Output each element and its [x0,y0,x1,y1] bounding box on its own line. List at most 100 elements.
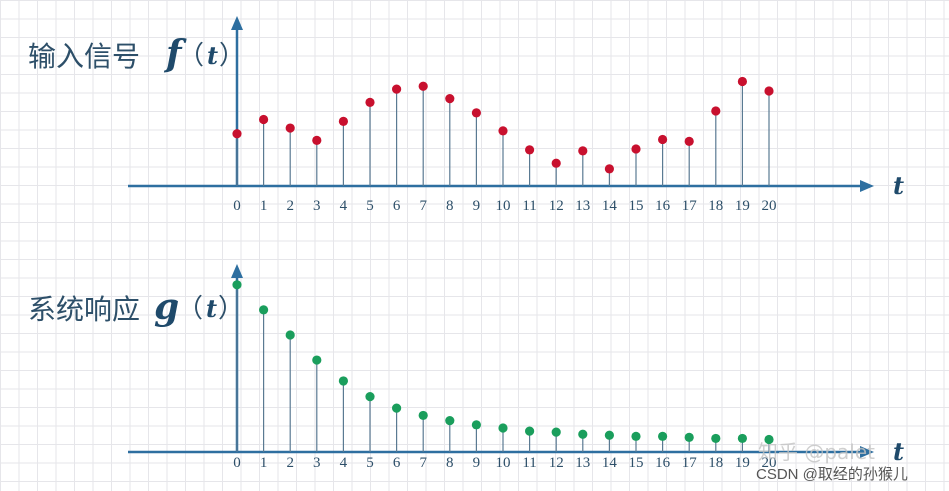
x-tick-label: 15 [629,198,644,214]
data-point [471,108,481,118]
x-axis-label: t [893,437,904,466]
data-point [392,403,402,413]
data-point [711,433,721,444]
data-point [551,158,561,168]
data-point [418,81,428,91]
data-point [418,410,428,421]
x-tick-label: 11 [522,455,536,471]
x-tick-label: 14 [602,198,618,214]
data-point [365,392,375,402]
x-tick-label: 4 [340,455,348,471]
data-point [604,430,615,440]
x-tick-label: 0 [233,198,241,214]
zhihu-watermark: 知乎 @palet [758,440,875,464]
x-tick-label: 4 [340,198,348,214]
title-close-paren: ） [218,294,244,324]
chart-title: 系统响应 [28,293,140,326]
data-point [471,420,481,430]
x-tick-label: 1 [260,198,268,214]
data-point [338,376,348,386]
x-tick-label: 20 [762,455,777,471]
data-point [684,432,694,442]
data-point [737,433,748,444]
x-tick-label: 12 [549,455,564,471]
data-point [232,129,242,139]
data-point [737,76,748,87]
x-tick-label: 11 [522,198,536,214]
x-tick-label: 13 [575,198,590,214]
x-tick-label: 8 [446,455,454,471]
x-tick-label: 16 [655,455,671,471]
x-tick-label: 18 [708,198,723,214]
data-point [259,114,269,125]
x-axis-arrow-icon [860,446,874,458]
title-variable: t [207,41,218,70]
data-point [498,126,508,136]
data-point [631,144,641,154]
x-tick-label: 2 [286,198,294,214]
data-point [338,116,348,126]
x-axis-label: t [893,171,904,200]
x-tick-label: 10 [496,198,511,214]
x-tick-label: 19 [735,455,750,471]
data-point [259,305,269,315]
title-variable: t [206,294,217,323]
x-tick-label: 7 [419,198,427,214]
input-signal-plot: 输入信号 f（ t ）t0 1 2 3 4 5 6 7 8 9 10 11 12 13 14 15 16 17 18 19 2… [28,16,904,214]
x-tick-label: 18 [708,455,723,471]
x-tick-label: 10 [496,455,511,471]
x-tick-label: 9 [473,198,481,214]
data-point [285,330,295,340]
x-tick-label: 3 [313,198,321,214]
data-point [764,434,774,445]
title-function-symbol: g [154,286,179,328]
x-tick-label: 17 [682,198,698,214]
data-point [551,427,561,437]
data-point [604,164,615,174]
x-tick-label: 2 [286,455,294,471]
data-point [658,134,668,145]
x-axis-arrow-icon [860,180,874,192]
data-point [365,97,375,107]
x-tick-label: 12 [549,198,564,214]
data-point [312,135,322,145]
x-tick-label: 13 [575,455,590,471]
x-tick-label: 5 [366,455,374,471]
x-tick-label: 15 [629,455,644,471]
data-point [658,431,668,441]
data-point [525,145,535,155]
data-point [445,416,455,426]
data-point [312,355,322,365]
data-point [232,280,242,290]
data-point [684,136,694,146]
data-point [578,146,588,156]
x-tick-label: 17 [682,455,698,471]
x-tick-label: 3 [313,455,321,471]
data-point [525,426,535,436]
x-tick-label: 1 [260,455,268,471]
csdn-watermark: CSDN @取经的孙猴儿 [756,466,908,483]
x-tick-label: 9 [473,455,481,471]
x-tick-label: 6 [393,455,401,471]
x-tick-label: 19 [735,198,750,214]
title-open-paren: （ [178,41,204,71]
data-point [631,431,641,441]
data-point [285,123,295,133]
data-point [445,94,455,104]
x-tick-label: 6 [393,198,401,214]
title-close-paren: ） [219,41,245,71]
data-point [764,86,774,96]
data-point [711,106,721,116]
x-tick-label: 16 [655,198,671,214]
y-axis-arrow-icon [231,16,243,30]
x-tick-label: 5 [366,198,374,214]
chart-title: 输入信号 [28,40,140,73]
data-point [498,423,508,433]
x-tick-label: 8 [446,198,454,214]
title-open-paren: （ [177,294,203,324]
x-tick-label: 14 [602,455,618,471]
x-tick-label: 0 [233,455,241,471]
x-tick-label: 7 [419,455,427,471]
